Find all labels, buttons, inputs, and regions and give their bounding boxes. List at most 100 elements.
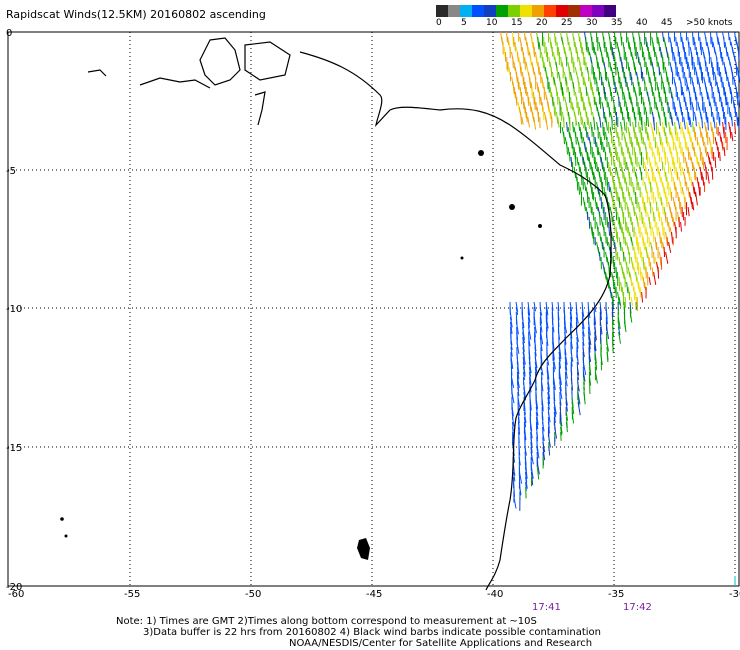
wind-barb — [614, 31, 616, 45]
wind-barb — [569, 301, 573, 312]
wind-barb — [591, 186, 594, 200]
wind-barb — [567, 36, 569, 46]
wind-barb — [606, 256, 609, 266]
wind-barb — [671, 211, 674, 222]
wind-barb — [567, 126, 571, 139]
wind-barb — [576, 176, 579, 191]
wind-barb — [689, 91, 691, 106]
wind-barb — [565, 101, 568, 112]
wind-barb — [632, 181, 635, 193]
wind-barb — [618, 216, 621, 230]
wind-barb — [691, 51, 693, 66]
wind-barb — [717, 146, 720, 158]
wind-barb — [693, 86, 697, 101]
wind-barb — [666, 71, 668, 83]
wind-barb — [612, 326, 615, 337]
wind-barb — [653, 211, 655, 222]
wind-barb — [618, 156, 621, 169]
wind-barb — [671, 231, 674, 244]
wind-barb — [546, 366, 550, 380]
wind-barb — [530, 426, 533, 439]
wind-barb — [587, 46, 590, 56]
wind-barb — [677, 116, 681, 130]
wind-barb — [647, 46, 650, 60]
wind-barb — [702, 156, 705, 170]
wind-barb — [513, 496, 517, 509]
wind-barb — [660, 256, 663, 270]
wind-barb — [629, 46, 632, 57]
wind-barb — [624, 136, 627, 148]
wind-barb — [645, 36, 648, 48]
wind-barb — [557, 116, 560, 128]
wind-barb — [532, 111, 535, 123]
wind-barb — [630, 156, 633, 166]
wind-barb — [580, 41, 583, 54]
wind-barb — [506, 31, 508, 43]
wind-barb — [629, 311, 633, 323]
wind-barb — [641, 231, 644, 245]
wind-barb — [565, 396, 568, 406]
island — [64, 534, 68, 538]
wind-barb — [614, 181, 616, 194]
wind-barb — [639, 36, 641, 51]
wind-barb — [687, 206, 690, 217]
wind-barb — [541, 76, 544, 89]
wind-barb — [584, 181, 587, 192]
wind-barb — [593, 131, 595, 145]
wind-barb — [670, 41, 673, 53]
wind-barb — [588, 96, 591, 107]
wind-barb — [562, 41, 566, 54]
legend-swatch — [472, 5, 484, 17]
wind-barb — [571, 411, 575, 424]
wind-barb — [606, 351, 609, 363]
wind-barb — [567, 146, 570, 157]
wind-barb — [559, 421, 563, 434]
wind-barb — [587, 306, 591, 319]
wind-barb — [617, 316, 621, 329]
wind-barb — [653, 251, 655, 264]
wind-barb — [582, 336, 585, 346]
wind-barb — [662, 31, 665, 42]
wind-barb — [522, 71, 525, 85]
wind-barb — [529, 101, 532, 112]
wind-barb — [738, 71, 740, 84]
wind-barb — [692, 31, 694, 46]
wind-speed-legend: 0 5 10 15 20 25 30 35 40 45 >50 knots — [436, 5, 733, 29]
wind-barb — [619, 76, 621, 89]
wind-barb — [611, 211, 613, 222]
wind-barb — [547, 391, 551, 405]
wind-barb — [648, 71, 650, 83]
wind-barb — [630, 276, 633, 287]
wind-barb — [689, 151, 692, 161]
wind-barb — [660, 96, 663, 106]
wind-barb — [663, 126, 666, 136]
wind-barb — [585, 86, 588, 96]
wind-barb — [712, 66, 715, 81]
wind-barb — [571, 381, 574, 391]
wind-barb — [659, 116, 661, 126]
y-tick-label: -10 — [6, 304, 22, 315]
wind-barb — [512, 471, 516, 482]
wind-barb — [692, 181, 695, 195]
wind-barb — [568, 66, 571, 81]
wind-barb — [619, 101, 622, 114]
wind-barb — [659, 171, 661, 183]
wind-barb — [608, 201, 611, 211]
wind-barb — [519, 486, 522, 495]
wind-barb — [523, 416, 527, 428]
legend-swatch — [436, 5, 448, 17]
wind-barb — [692, 121, 694, 133]
wind-barb — [592, 66, 595, 80]
wind-barb — [609, 36, 612, 51]
wind-barb — [719, 46, 722, 59]
wind-barb — [541, 401, 544, 412]
wind-barb — [615, 186, 618, 201]
wind-barb — [683, 91, 685, 103]
wind-barb — [523, 101, 526, 114]
wind-barb — [622, 66, 625, 79]
wind-barb — [716, 141, 719, 151]
wind-barb — [548, 436, 551, 448]
wind-barb — [582, 71, 585, 86]
wind-barb — [612, 156, 615, 167]
wind-barb — [566, 106, 569, 117]
